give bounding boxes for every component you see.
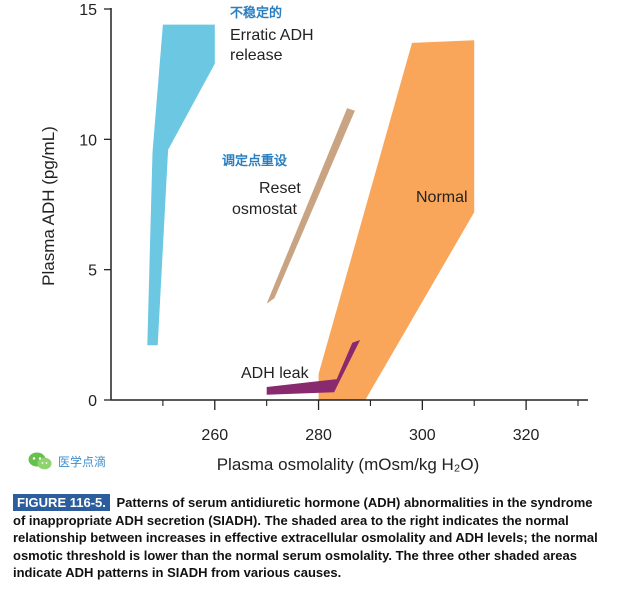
- figure-caption: FIGURE 116-5. Patterns of serum antidiur…: [13, 494, 608, 582]
- y-tick-label: 0: [88, 393, 97, 410]
- annotation-erratic-line1: Erratic ADH: [230, 27, 314, 44]
- y-axis-title: Plasma ADH (pg/mL): [39, 126, 58, 286]
- caption-title: Patterns of serum antidiuretic hormone (…: [13, 495, 593, 528]
- area-erratic-adh-release: [147, 24, 215, 346]
- x-axis-title: Plasma osmolality (mOsm/kg H₂O): [217, 455, 480, 474]
- annotation-reset-line1: Reset: [259, 180, 301, 197]
- annotation-erratic-line2: release: [230, 47, 283, 64]
- y-ticks: 0 5 10 15: [79, 2, 111, 410]
- annotation-normal: Normal: [416, 189, 468, 206]
- annotation-reset-cn: 调定点重设: [222, 153, 288, 169]
- figure-label: FIGURE 116-5.: [13, 494, 110, 511]
- x-ticks: 260 280 300 320: [162, 400, 579, 444]
- annotation-erratic-cn: 不稳定的: [230, 5, 282, 21]
- annotation-adh-leak: ADH leak: [241, 365, 310, 382]
- area-adh-leak: [266, 340, 361, 395]
- area-normal: [318, 40, 475, 401]
- x-tick-label: 300: [409, 427, 436, 444]
- annotation-reset-line2: osmostat: [232, 201, 297, 218]
- y-tick-label: 15: [79, 2, 97, 19]
- x-tick-label: 280: [305, 427, 332, 444]
- wechat-icon: [28, 452, 52, 470]
- caption-body: The shaded area to the right indicates t…: [13, 512, 598, 581]
- x-tick-label: 260: [201, 427, 228, 444]
- chart-areas: [147, 24, 475, 401]
- y-tick-label: 10: [79, 132, 97, 149]
- y-tick-label: 5: [88, 263, 97, 280]
- chart: 0 5 10 15 260 280 300 320 Plasma osmolality (m…: [39, 2, 588, 474]
- area-reset-osmostat: [266, 108, 355, 304]
- watermark: 医学点滴: [28, 452, 106, 470]
- x-tick-label: 320: [513, 427, 540, 444]
- watermark-text: 医学点滴: [58, 454, 107, 469]
